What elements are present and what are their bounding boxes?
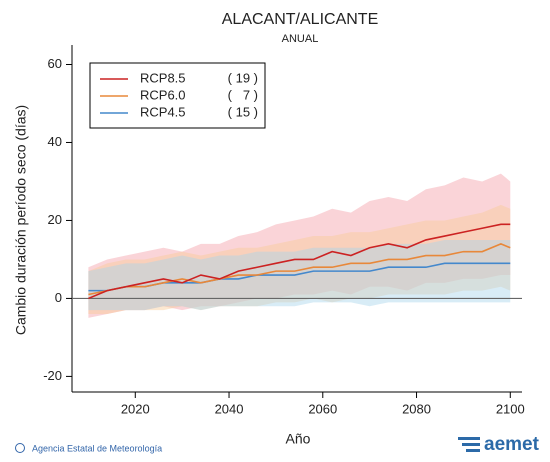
band [88, 239, 511, 311]
legend-label: RCP6.0 [140, 87, 186, 102]
chart-subtitle: ANUAL [282, 33, 319, 45]
x-axis-label: Año [286, 431, 311, 447]
x-tick-label: 2020 [121, 401, 150, 416]
copyright-icon [15, 443, 25, 453]
y-tick-label: 20 [48, 212, 62, 227]
x-tick-label: 2080 [402, 401, 431, 416]
y-axis-label: Cambio duración período seco (días) [13, 105, 29, 335]
x-tick-label: 2040 [215, 401, 244, 416]
chart-title: ALACANT/ALICANTE [222, 11, 378, 28]
bands [88, 173, 511, 318]
legend-label: RCP4.5 [140, 104, 186, 119]
x-tick-label: 2100 [496, 401, 525, 416]
series-line [88, 242, 511, 296]
legend-count: ( 15 ) [228, 104, 258, 119]
y-tick-label: -20 [43, 368, 62, 383]
logo-text: aemet [484, 434, 540, 455]
y-tick-label: 40 [48, 134, 62, 149]
x-tick-label: 2060 [308, 401, 337, 416]
legend-label: RCP8.5 [140, 70, 186, 85]
y-tick-label: 0 [55, 290, 62, 305]
footer: Agencia Estatal de Meteorología [32, 443, 162, 453]
series-line [88, 223, 511, 300]
legend-count: ( 19 ) [228, 70, 258, 85]
y-tick-label: 60 [48, 56, 62, 71]
legend-count: ( 7 ) [228, 87, 258, 102]
logo: aemet [458, 434, 540, 455]
